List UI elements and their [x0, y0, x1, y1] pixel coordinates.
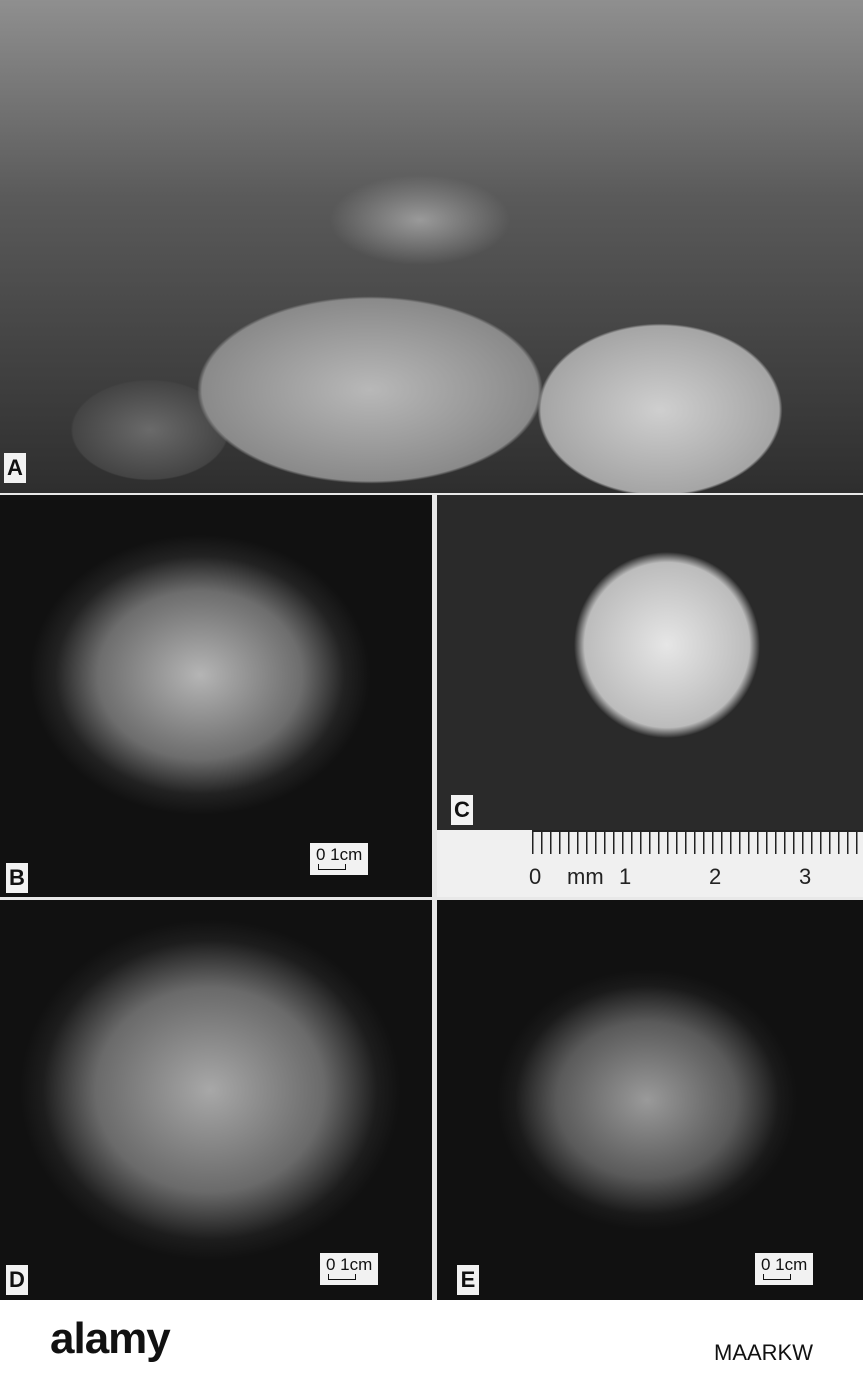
panel-label: E [457, 1265, 479, 1295]
ruler-label: 3 [799, 864, 812, 889]
photo-panel-c: C [437, 495, 863, 830]
image-code: MAARKW [714, 1340, 813, 1365]
panel-label: B [6, 863, 28, 893]
ruler: 0 mm 1 2 3 [437, 830, 863, 897]
panel-label: C [451, 795, 473, 825]
ruler-label: 1 [619, 864, 632, 889]
logo: alamy [50, 1314, 171, 1363]
ruler-label: mm [567, 864, 604, 889]
scale-bar: 0 1cm [310, 843, 369, 875]
ruler-label: 2 [709, 864, 722, 889]
footer: alamy MAARKW [0, 1300, 863, 1390]
photo-plate: A B 0 1cm C 0 mm 1 2 3 D 0 1cm E 0 1cm [0, 0, 863, 1300]
panel-label: A [4, 453, 26, 483]
photo-panel-d: D 0 1cm [0, 900, 432, 1300]
ruler-label: 0 [529, 864, 542, 889]
photo-panel-e: E 0 1cm [437, 900, 863, 1300]
photo-panel-b: B 0 1cm [0, 495, 432, 897]
scale-bar: 0 1cm [320, 1253, 379, 1285]
photo-panel-a: A [0, 0, 863, 493]
panel-label: D [6, 1265, 28, 1295]
ruler-ticks [532, 830, 863, 854]
scale-bar: 0 1cm [755, 1253, 814, 1285]
